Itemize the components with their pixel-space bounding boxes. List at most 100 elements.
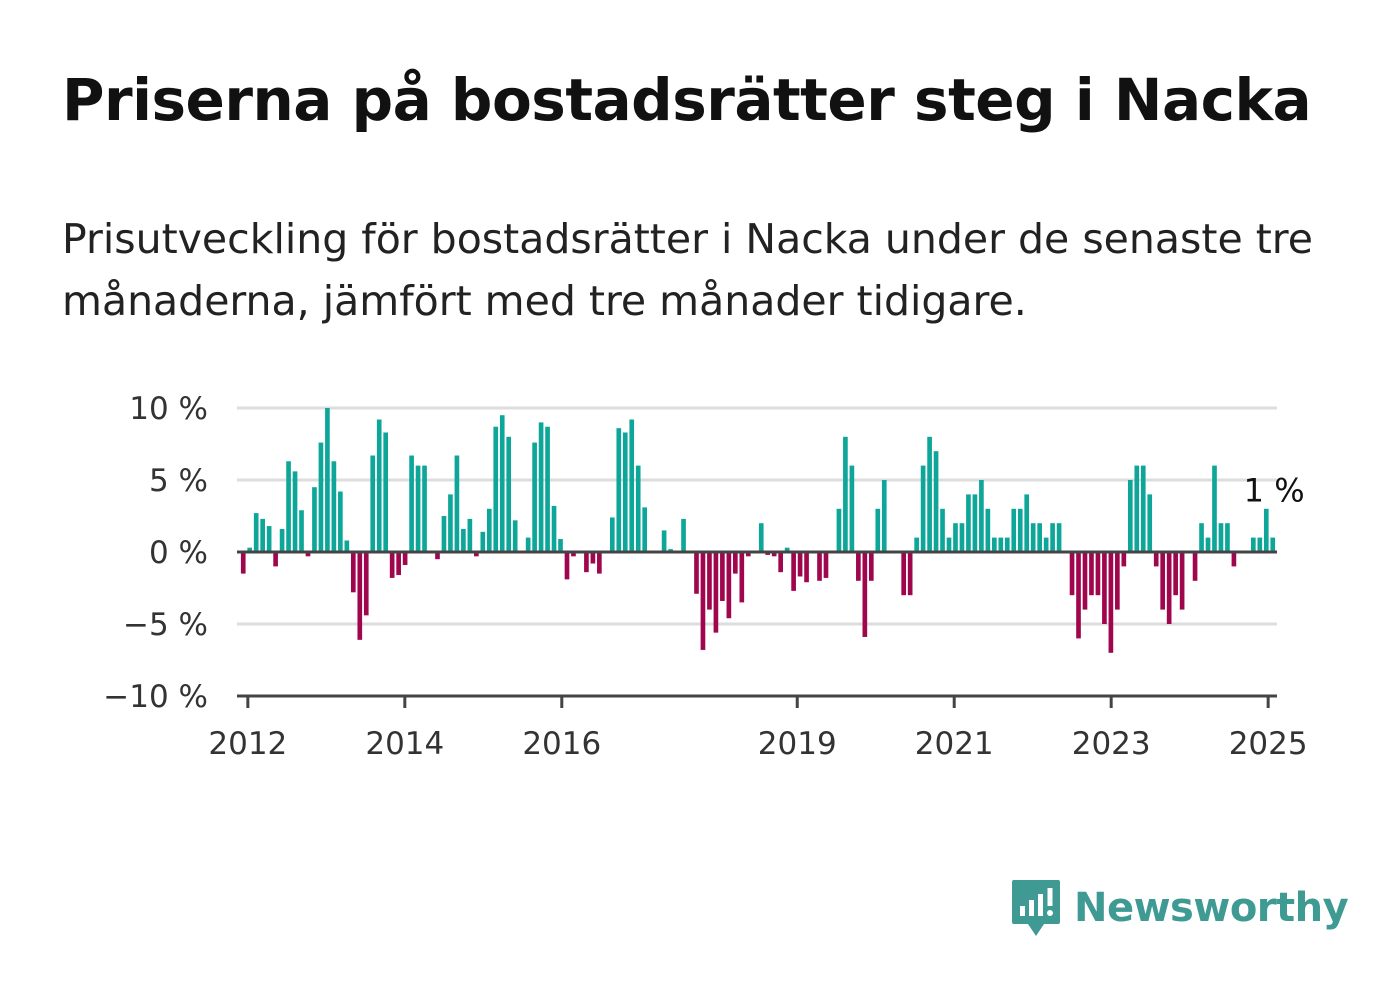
bar	[920, 465, 926, 552]
bar	[849, 465, 855, 552]
bar	[1115, 552, 1120, 610]
bar	[694, 552, 699, 594]
bar	[856, 552, 861, 581]
x-tick-label: 2025	[1229, 726, 1308, 762]
bar	[972, 494, 978, 552]
bar	[312, 487, 317, 552]
bar	[273, 552, 278, 567]
bar	[946, 537, 952, 552]
bar	[454, 455, 460, 552]
bar	[1134, 465, 1140, 552]
bar	[441, 516, 447, 552]
y-tick-label: 10 %	[129, 391, 208, 427]
bar	[979, 480, 984, 552]
brand-name: Newsworthy	[1074, 885, 1349, 931]
bar	[959, 523, 965, 552]
bar	[590, 552, 596, 564]
y-axis-ticks: 10 % 5 % 0 % −5 % −10 %	[103, 391, 208, 715]
bar	[862, 552, 868, 637]
bar	[305, 552, 311, 557]
bar	[1102, 552, 1107, 624]
bar	[350, 552, 356, 593]
bar	[253, 513, 259, 552]
bar	[486, 508, 492, 552]
bar	[396, 552, 401, 576]
bar	[299, 510, 304, 552]
bar	[1231, 552, 1237, 567]
bar	[1095, 552, 1101, 596]
bar	[1199, 523, 1204, 552]
bar	[966, 494, 971, 552]
bar	[784, 547, 790, 552]
bar	[933, 451, 939, 552]
bar	[1050, 523, 1055, 552]
bar	[1017, 508, 1023, 552]
bar	[998, 537, 1004, 552]
bar	[1225, 523, 1230, 552]
bar	[240, 552, 246, 574]
bar	[881, 480, 887, 552]
y-tick-label: −10 %	[103, 679, 208, 715]
bar	[1212, 465, 1217, 552]
bar	[467, 518, 473, 552]
bar	[1205, 537, 1211, 552]
gridlines	[237, 406, 1277, 626]
bar	[707, 552, 712, 610]
bar	[907, 552, 913, 596]
bar	[1004, 537, 1010, 552]
y-tick-label: −5 %	[123, 607, 208, 643]
bar	[927, 436, 932, 552]
bar	[422, 465, 427, 552]
y-tick-label: 5 %	[149, 463, 208, 499]
bar	[817, 552, 822, 581]
bar	[868, 552, 874, 581]
bar	[797, 552, 803, 577]
bar	[331, 461, 337, 552]
bar	[739, 552, 745, 603]
bar	[1043, 537, 1049, 552]
bar	[713, 552, 719, 633]
bar	[344, 540, 350, 552]
bar	[720, 552, 725, 601]
bar	[525, 537, 531, 552]
bar	[448, 494, 453, 552]
x-tick-label: 2012	[208, 726, 287, 762]
bar	[402, 552, 408, 565]
bar	[564, 552, 570, 580]
bar	[733, 552, 738, 574]
bar	[1056, 523, 1062, 552]
bar	[1257, 537, 1263, 552]
bar	[286, 461, 291, 552]
bar	[597, 552, 602, 574]
bar	[1218, 523, 1224, 552]
bar	[778, 552, 783, 573]
bar	[1173, 552, 1178, 596]
x-tick-label: 2014	[365, 726, 444, 762]
bar	[745, 552, 751, 557]
x-tick-label: 2021	[915, 726, 994, 762]
bar	[622, 432, 628, 552]
last-value-annotation: 1 %	[1244, 472, 1305, 510]
bar	[493, 426, 499, 552]
bar	[901, 552, 907, 596]
x-tick-label: 2019	[758, 726, 837, 762]
bar	[616, 428, 622, 552]
bar	[1030, 523, 1036, 552]
bar	[836, 508, 842, 552]
axes	[237, 550, 1277, 698]
bar	[843, 436, 848, 552]
bar	[1024, 494, 1030, 552]
y-tick-label: 0 %	[149, 535, 208, 571]
bar	[875, 508, 881, 552]
bar	[940, 508, 945, 552]
brand-logo: Newsworthy	[1010, 878, 1349, 938]
bar	[338, 491, 343, 552]
bar	[1037, 523, 1042, 552]
bar	[363, 552, 369, 616]
bar	[1192, 552, 1198, 581]
bar	[532, 442, 537, 552]
bar	[1160, 552, 1166, 610]
chart-title: Priserna på bostadsrätter steg i Nacka	[62, 66, 1312, 134]
x-tick-label: 2016	[522, 726, 601, 762]
x-tick-label: 2023	[1072, 726, 1151, 762]
